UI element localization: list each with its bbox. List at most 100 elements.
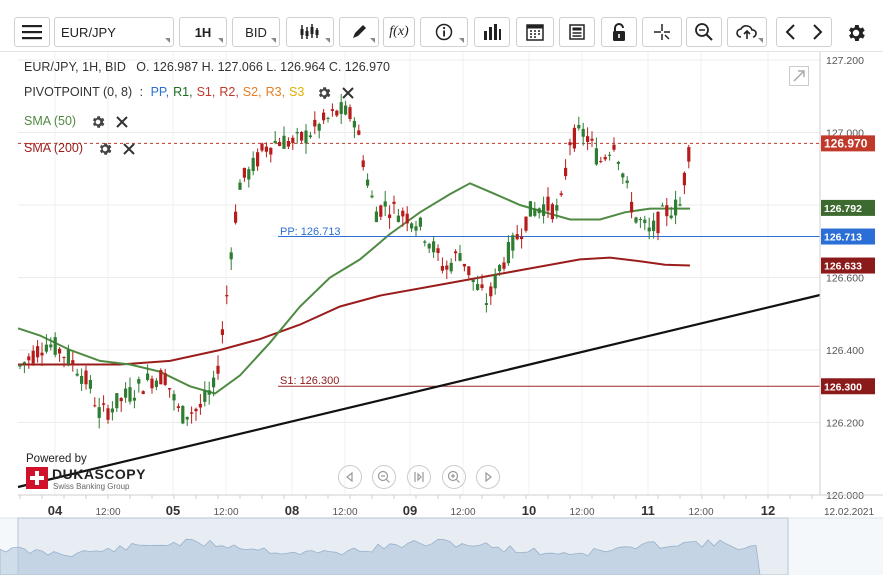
candle-body	[286, 140, 290, 147]
nav-next-button[interactable]	[476, 465, 500, 489]
price-tick-label: 126.600	[826, 273, 864, 285]
nav-zoom-out-button[interactable]	[372, 465, 396, 489]
candle-body	[348, 107, 352, 119]
pivot-level-label: R3,	[265, 85, 286, 100]
candle-body	[80, 375, 84, 384]
price-tag	[821, 257, 875, 274]
dukascopy-logo: DUKASCOPY Swiss Banking Group	[26, 466, 146, 493]
time-tick-label: 05	[166, 503, 180, 518]
candle-body	[449, 262, 453, 272]
news-button[interactable]	[559, 17, 595, 47]
nav-prev-button[interactable]	[338, 465, 362, 489]
candle-body	[31, 350, 35, 364]
close-icon[interactable]	[122, 142, 136, 156]
candle-body	[185, 416, 189, 420]
candle-body	[462, 263, 466, 267]
popout-button[interactable]	[789, 66, 809, 86]
candle-body	[559, 193, 563, 195]
candle-body	[146, 373, 150, 380]
brand-name: DUKASCOPY	[52, 466, 146, 482]
candle-body	[181, 405, 185, 424]
time-tick-label: 12:00	[569, 507, 594, 518]
candle-body	[291, 137, 295, 144]
candle-body	[49, 344, 53, 348]
gear-icon[interactable]	[97, 141, 113, 157]
price-tag-label: 126.300	[824, 381, 862, 393]
candle-body	[330, 109, 334, 111]
candle-body	[361, 160, 365, 168]
export-button[interactable]	[727, 17, 767, 47]
draw-button[interactable]	[339, 17, 379, 47]
crosshair-button[interactable]	[642, 17, 682, 47]
zoom-button[interactable]	[686, 17, 722, 47]
side-select[interactable]: BID	[232, 17, 280, 47]
nav-reset-button[interactable]	[407, 465, 431, 489]
pivot-legend: PIVOTPOINT (0, 8) : PP, R1, S1, R2, S2, R3, S3	[24, 85, 355, 101]
price-chart[interactable]: 127.200127.000126.800126.600126.400126.2…	[0, 52, 883, 575]
candle-body	[476, 284, 480, 290]
candle-body	[154, 380, 158, 387]
candle-body	[247, 169, 251, 180]
chart-area[interactable]: 127.200127.000126.800126.600126.400126.2…	[0, 52, 883, 575]
gear-icon[interactable]	[90, 114, 106, 130]
time-tick-label: 12:00	[450, 507, 475, 518]
time-tick-label: 04	[48, 503, 63, 518]
period-select[interactable]: 1H	[179, 17, 227, 47]
pivot-level-label: S3	[289, 85, 305, 100]
draw-icon	[353, 25, 366, 38]
time-axis: 04 12:00 05 12:00 08 12:00 09 12:00 10 12:00 11 12:…	[18, 494, 883, 518]
brand-tagline: Swiss Banking Group	[53, 482, 130, 491]
price-tag	[821, 199, 875, 216]
instrument-select[interactable]: EUR/JPY	[54, 17, 174, 47]
close-icon[interactable]	[115, 115, 129, 129]
close-icon[interactable]	[341, 86, 355, 100]
candle-body	[352, 120, 356, 128]
gear-icon[interactable]	[316, 85, 332, 101]
news-icon	[569, 24, 585, 40]
price-tick-label: 126.200	[826, 418, 864, 430]
next-icon	[485, 471, 492, 483]
navigator-panel[interactable]	[0, 517, 883, 575]
candle-body	[550, 204, 554, 220]
nav-zoom-in-button[interactable]	[442, 465, 466, 489]
candle-body	[278, 142, 282, 146]
function-button[interactable]: f(x)	[383, 17, 415, 47]
ohlc-legend: EUR/JPY, 1H, BID O. 126.987 H. 127.066 L…	[24, 60, 390, 74]
candle-body	[410, 223, 414, 229]
price-axis: 127.200127.000126.800126.600126.400126.2…	[819, 52, 883, 502]
candle-body	[524, 216, 528, 231]
pivot-level-label: R2,	[219, 85, 239, 100]
chart-type-button[interactable]	[286, 17, 334, 47]
calendar-button[interactable]	[516, 17, 554, 47]
navigator-series	[0, 538, 761, 575]
candle-body	[190, 412, 194, 414]
menu-button[interactable]	[14, 17, 50, 47]
candle-body	[515, 234, 519, 240]
lock-button[interactable]	[601, 17, 637, 47]
candle-body	[572, 127, 576, 149]
indicators-button[interactable]	[474, 17, 510, 47]
candle-body	[594, 148, 598, 165]
candle-body	[682, 172, 686, 186]
arrow-left-icon[interactable]	[784, 23, 798, 41]
zoom-icon	[695, 23, 713, 41]
price-tag-label: 126.633	[824, 261, 862, 273]
zoom-in-icon	[447, 470, 460, 483]
candle-body	[427, 243, 431, 249]
candle-body	[198, 403, 202, 408]
info-icon	[435, 23, 453, 41]
time-tick-label: 12:00	[213, 507, 238, 518]
candle-body	[124, 388, 128, 398]
arrow-right-icon[interactable]	[810, 23, 824, 41]
info-button[interactable]	[420, 17, 468, 47]
chart-nav-controls	[338, 465, 502, 491]
period-value: 1H	[194, 24, 212, 40]
candle-body	[445, 265, 449, 270]
price-tag	[821, 135, 875, 152]
candle-body	[176, 406, 180, 408]
candle-body	[454, 251, 458, 254]
candle-body	[612, 144, 616, 150]
settings-button[interactable]	[845, 22, 869, 46]
price-tag-label: 126.792	[824, 203, 862, 215]
candle-body	[44, 344, 48, 352]
